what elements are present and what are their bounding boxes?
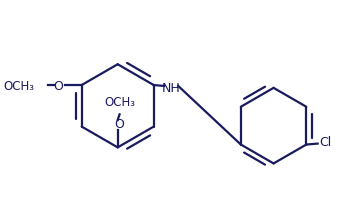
Text: NH: NH xyxy=(161,82,180,95)
Text: O: O xyxy=(114,118,125,131)
Text: OCH₃: OCH₃ xyxy=(4,79,35,92)
Text: Cl: Cl xyxy=(319,136,331,149)
Text: OCH₃: OCH₃ xyxy=(104,95,135,108)
Text: O: O xyxy=(53,79,63,92)
